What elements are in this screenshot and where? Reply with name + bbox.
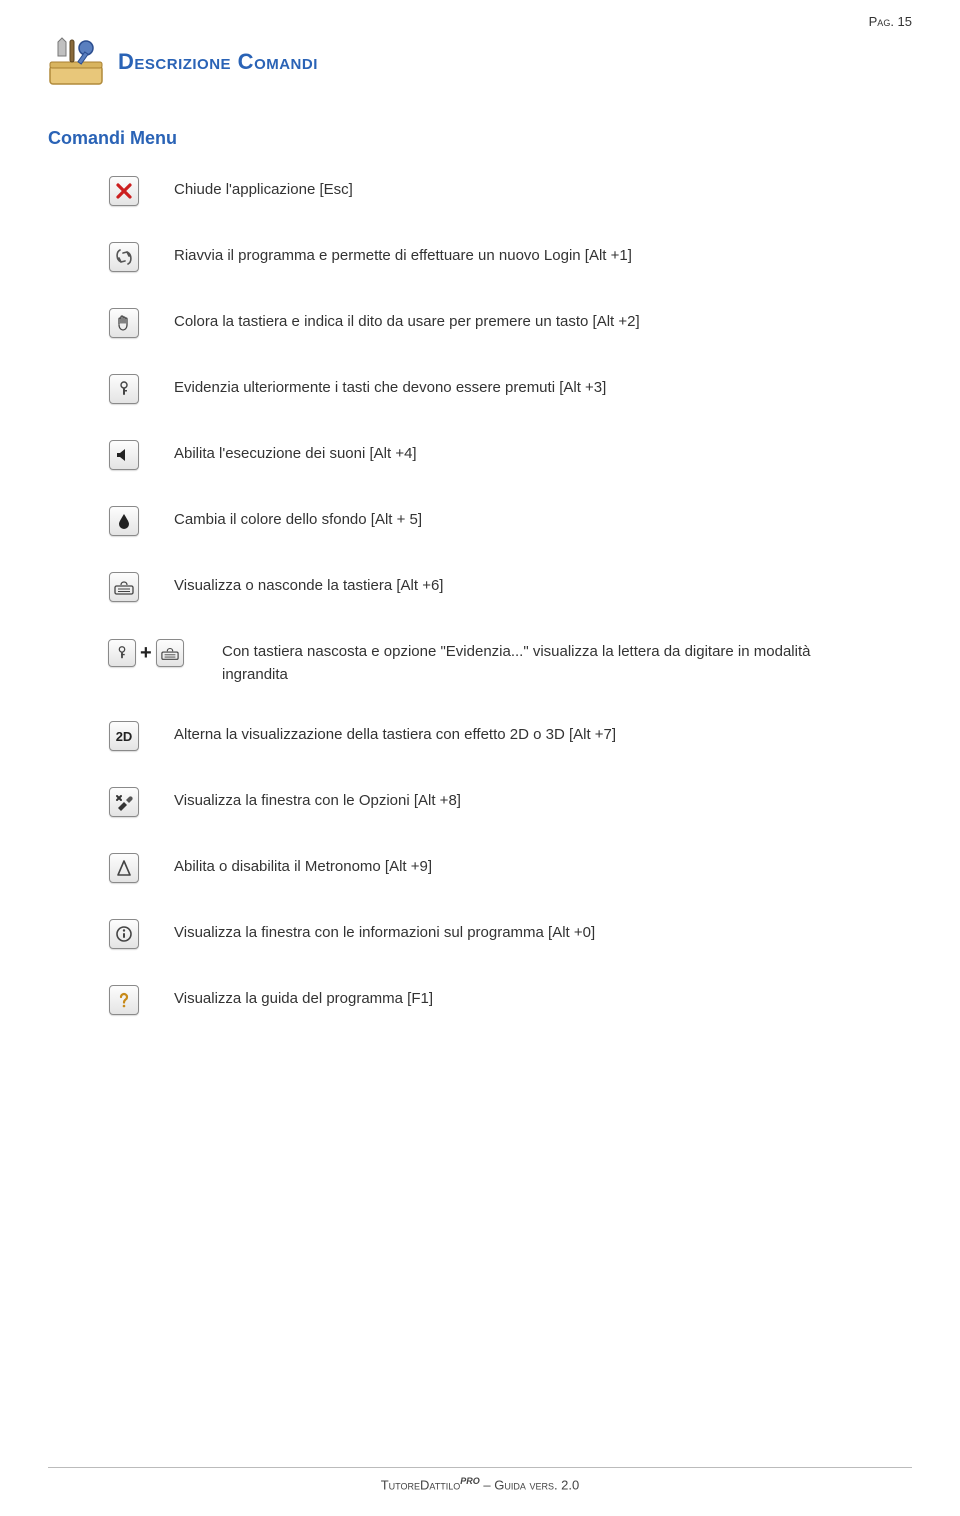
- keyboard-icon: [108, 571, 140, 603]
- command-desc: Colora la tastiera e indica il dito da u…: [174, 307, 640, 334]
- command-desc: Riavvia il programma e permette di effet…: [174, 241, 632, 268]
- highlight-key-icon: [108, 373, 140, 405]
- section-title: Descrizione Comandi: [118, 49, 318, 75]
- command-list: Chiude l'applicazione [Esc] Riavvia il p…: [108, 175, 912, 1016]
- command-row: Cambia il colore dello sfondo [Alt + 5]: [108, 505, 912, 537]
- command-row: Visualizza la guida del programma [F1]: [108, 984, 912, 1016]
- page-number: Pag. 15: [869, 14, 912, 29]
- command-desc: Abilita o disabilita il Metronomo [Alt +…: [174, 852, 432, 879]
- command-row: Visualizza la finestra con le informazio…: [108, 918, 912, 950]
- 2d-icon: 2D: [108, 720, 140, 752]
- page-number-text: Pag. 15: [869, 14, 912, 29]
- command-desc: Cambia il colore dello sfondo [Alt + 5]: [174, 505, 422, 532]
- command-desc: Visualizza la finestra con le Opzioni [A…: [174, 786, 461, 813]
- footer: TutoreDattiloPRO – Guida vers. 2.0: [48, 1467, 912, 1492]
- close-icon: [108, 175, 140, 207]
- help-icon: [108, 984, 140, 1016]
- options-icon: [108, 786, 140, 818]
- command-desc: Alterna la visualizzazione della tastier…: [174, 720, 616, 747]
- command-row: Abilita o disabilita il Metronomo [Alt +…: [108, 852, 912, 884]
- command-desc: Visualizza la guida del programma [F1]: [174, 984, 433, 1011]
- command-desc: Abilita l'esecuzione dei suoni [Alt +4]: [174, 439, 417, 466]
- header: Descrizione Comandi: [48, 36, 912, 88]
- command-row: Riavvia il programma e permette di effet…: [108, 241, 912, 273]
- info-icon: [108, 918, 140, 950]
- command-row: Visualizza o nasconde la tastiera [Alt +…: [108, 571, 912, 603]
- highlight-plus-keyboard-icon: +: [108, 637, 188, 669]
- metronome-icon: [108, 852, 140, 884]
- command-desc: Chiude l'applicazione [Esc]: [174, 175, 353, 202]
- restart-icon: [108, 241, 140, 273]
- toolbox-icon: [48, 36, 104, 88]
- footer-pro: PRO: [460, 1476, 480, 1486]
- droplet-icon: [108, 505, 140, 537]
- command-row: Evidenzia ulteriormente i tasti che devo…: [108, 373, 912, 405]
- sound-icon: [108, 439, 140, 471]
- footer-version: – Guida vers. 2.0: [480, 1477, 579, 1492]
- hand-icon: [108, 307, 140, 339]
- command-desc: Con tastiera nascosta e opzione "Evidenz…: [222, 637, 862, 686]
- command-row: Visualizza la finestra con le Opzioni [A…: [108, 786, 912, 818]
- plus-symbol: +: [140, 642, 152, 665]
- command-row: Abilita l'esecuzione dei suoni [Alt +4]: [108, 439, 912, 471]
- footer-product: TutoreDattilo: [381, 1477, 461, 1492]
- command-row: Chiude l'applicazione [Esc]: [108, 175, 912, 207]
- command-row: + Con tastiera nascosta e opzione "Evide…: [108, 637, 912, 686]
- command-desc: Visualizza la finestra con le informazio…: [174, 918, 595, 945]
- command-desc: Evidenzia ulteriormente i tasti che devo…: [174, 373, 606, 400]
- command-row: Colora la tastiera e indica il dito da u…: [108, 307, 912, 339]
- subsection-title: Comandi Menu: [48, 128, 912, 149]
- command-desc: Visualizza o nasconde la tastiera [Alt +…: [174, 571, 443, 598]
- footer-text: TutoreDattiloPRO – Guida vers. 2.0: [48, 1476, 912, 1492]
- command-row: 2D Alterna la visualizzazione della tast…: [108, 720, 912, 752]
